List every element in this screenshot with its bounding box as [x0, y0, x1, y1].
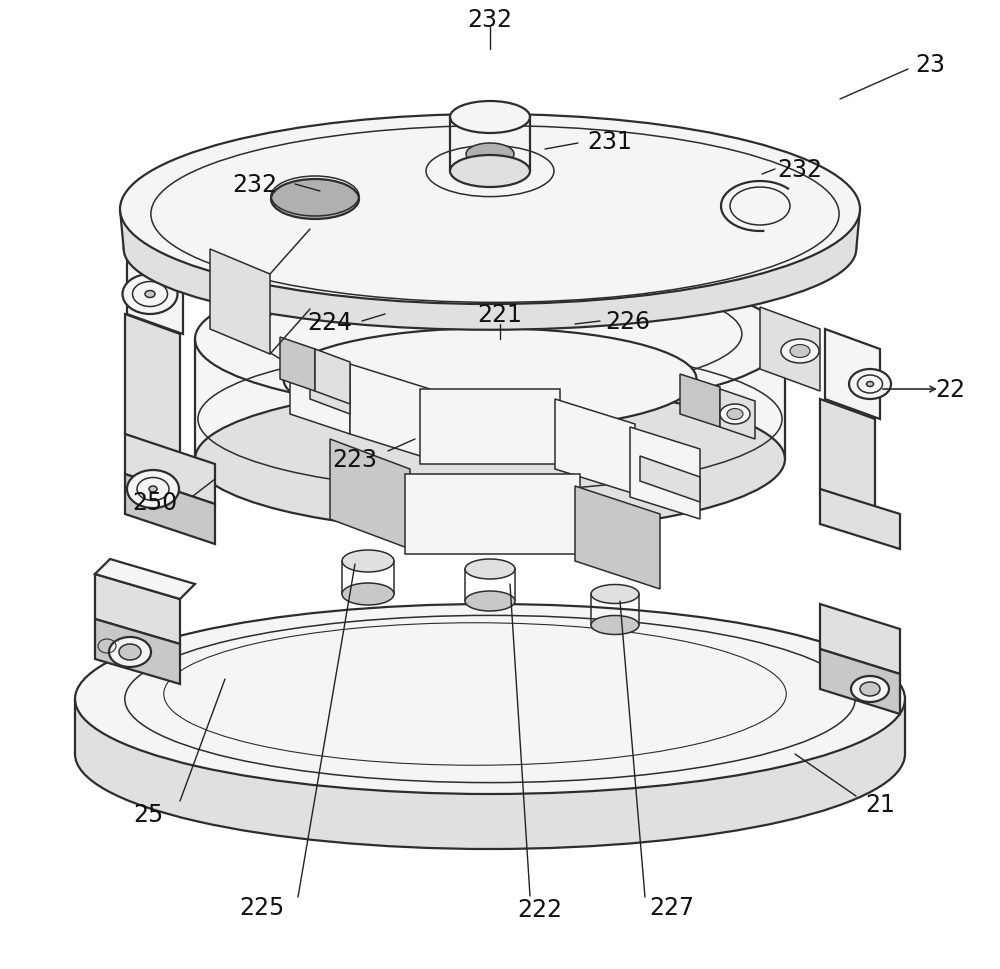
- Polygon shape: [680, 375, 720, 427]
- Polygon shape: [820, 605, 900, 674]
- Polygon shape: [280, 337, 315, 391]
- Polygon shape: [95, 575, 180, 644]
- Polygon shape: [120, 209, 860, 250]
- Polygon shape: [125, 475, 215, 545]
- Polygon shape: [720, 390, 755, 440]
- Text: 232: 232: [778, 158, 822, 182]
- Ellipse shape: [284, 328, 696, 430]
- Ellipse shape: [450, 102, 530, 134]
- Ellipse shape: [123, 275, 178, 315]
- Polygon shape: [330, 440, 410, 549]
- Polygon shape: [420, 390, 560, 464]
- Text: 223: 223: [333, 448, 378, 472]
- Ellipse shape: [195, 387, 785, 532]
- Ellipse shape: [75, 605, 905, 795]
- Polygon shape: [290, 345, 350, 434]
- Polygon shape: [210, 250, 270, 355]
- Text: 225: 225: [239, 895, 285, 919]
- Polygon shape: [75, 700, 905, 754]
- Polygon shape: [350, 364, 430, 459]
- Text: 221: 221: [478, 302, 522, 327]
- Polygon shape: [820, 489, 900, 549]
- Ellipse shape: [120, 115, 860, 304]
- Polygon shape: [95, 559, 195, 600]
- Ellipse shape: [720, 405, 750, 424]
- Polygon shape: [630, 427, 700, 519]
- Text: 232: 232: [468, 8, 512, 32]
- Ellipse shape: [149, 486, 157, 492]
- Ellipse shape: [75, 659, 905, 849]
- Ellipse shape: [119, 644, 141, 660]
- Text: 21: 21: [865, 793, 895, 816]
- Polygon shape: [127, 234, 183, 334]
- Text: 222: 222: [518, 897, 562, 922]
- Polygon shape: [760, 308, 820, 391]
- Text: 227: 227: [650, 895, 694, 919]
- Ellipse shape: [727, 409, 743, 421]
- Ellipse shape: [465, 591, 515, 611]
- Text: 22: 22: [935, 378, 965, 401]
- Polygon shape: [555, 399, 635, 494]
- Polygon shape: [820, 399, 875, 510]
- Ellipse shape: [591, 616, 639, 635]
- Polygon shape: [825, 329, 880, 420]
- Ellipse shape: [466, 143, 514, 166]
- Polygon shape: [310, 375, 350, 415]
- Ellipse shape: [342, 583, 394, 606]
- Text: 250: 250: [132, 490, 178, 515]
- Ellipse shape: [195, 267, 785, 412]
- Polygon shape: [820, 649, 900, 714]
- Ellipse shape: [109, 638, 151, 668]
- Ellipse shape: [866, 382, 874, 387]
- Ellipse shape: [465, 559, 515, 579]
- Polygon shape: [640, 456, 700, 503]
- Polygon shape: [195, 340, 785, 459]
- Ellipse shape: [591, 585, 639, 604]
- Ellipse shape: [860, 682, 880, 697]
- Polygon shape: [95, 619, 180, 684]
- Ellipse shape: [450, 156, 530, 188]
- Ellipse shape: [851, 676, 889, 703]
- Text: 226: 226: [606, 310, 650, 333]
- Text: 23: 23: [915, 53, 945, 77]
- Ellipse shape: [271, 180, 359, 220]
- Polygon shape: [405, 475, 580, 554]
- Ellipse shape: [342, 550, 394, 573]
- Ellipse shape: [781, 340, 819, 363]
- Text: 224: 224: [308, 311, 353, 334]
- Polygon shape: [315, 350, 350, 405]
- Text: 231: 231: [588, 130, 632, 154]
- Ellipse shape: [127, 471, 179, 509]
- Text: 232: 232: [233, 172, 278, 197]
- Ellipse shape: [790, 345, 810, 359]
- Ellipse shape: [145, 292, 155, 298]
- Ellipse shape: [730, 188, 790, 226]
- Polygon shape: [575, 486, 660, 589]
- Ellipse shape: [124, 169, 856, 330]
- Ellipse shape: [849, 369, 891, 399]
- Polygon shape: [125, 434, 215, 505]
- Text: 25: 25: [133, 802, 163, 827]
- Polygon shape: [125, 315, 180, 454]
